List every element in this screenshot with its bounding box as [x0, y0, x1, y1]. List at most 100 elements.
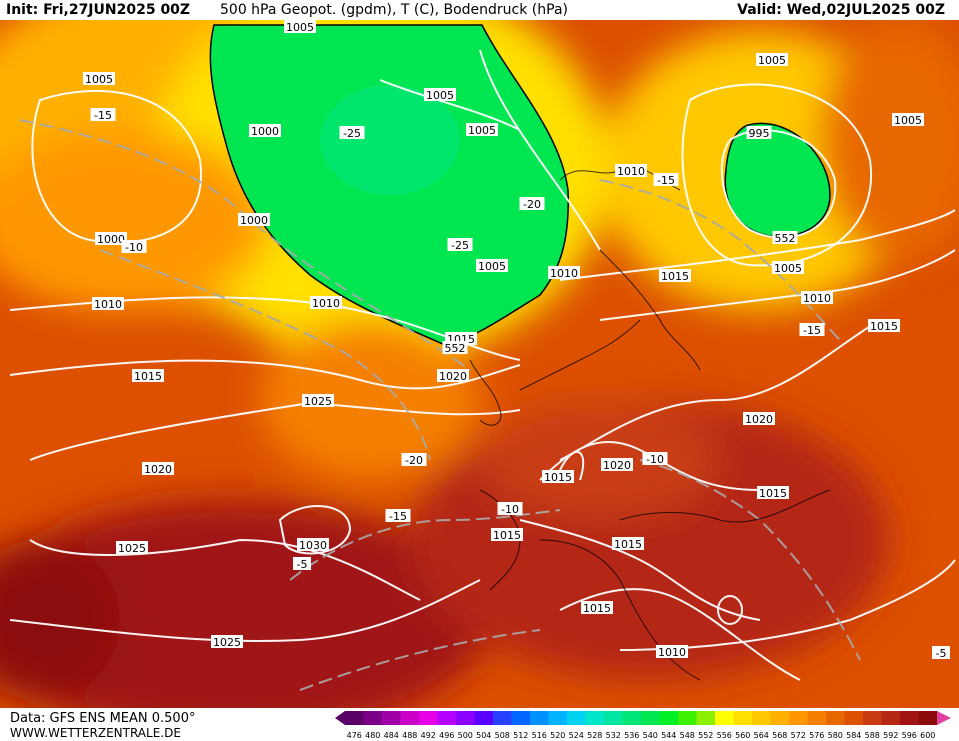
pressure-label: 1015 [542, 470, 574, 484]
temperature-label-text: -20 [405, 454, 423, 467]
colorbar-tick-label: 572 [791, 731, 806, 740]
temperature-label-text: -20 [523, 198, 541, 211]
geopotential-label-text: 552 [775, 232, 796, 245]
temperature-label: -5 [293, 557, 311, 571]
pressure-label: 1020 [601, 458, 633, 472]
colorbar-tick-label: 500 [458, 731, 473, 740]
temperature-label: -25 [447, 238, 473, 252]
colorbar-swatch [585, 711, 605, 725]
temperature-label: -20 [519, 197, 545, 211]
pressure-label-text: 1020 [745, 413, 773, 426]
temperature-label-text: -15 [389, 510, 407, 523]
pressure-label: 1005 [476, 259, 508, 273]
pressure-label-text: 1005 [85, 73, 113, 86]
temperature-label-text: -15 [657, 174, 675, 187]
colorbar-swatch [752, 711, 771, 725]
colorbar-tick-label: 568 [772, 731, 787, 740]
pressure-label-text: 1015 [614, 538, 642, 551]
colorbar-tick-label: 508 [495, 731, 510, 740]
pressure-label: 1005 [772, 261, 804, 275]
pressure-label: 1015 [757, 486, 789, 500]
colorbar: 476 480 484 488 492 496 500 504 508 512 516 520 524 5… [335, 711, 951, 740]
temperature-label: -10 [642, 452, 668, 466]
pressure-label-text: 1000 [251, 125, 279, 138]
pressure-label-text: 1005 [774, 262, 802, 275]
pressure-label: 1020 [142, 462, 174, 476]
colorbar-swatch [733, 711, 753, 725]
colorbar-swatch [548, 711, 568, 725]
pressure-label-text: 1000 [240, 214, 268, 227]
pressure-label: 1020 [743, 412, 775, 426]
colorbar-swatch [530, 711, 549, 725]
colorbar-tick-label: 540 [643, 731, 658, 740]
colorbar-tick-label: 560 [735, 731, 750, 740]
pressure-label: 1005 [424, 88, 456, 102]
colorbar-tick-label: 484 [384, 731, 399, 740]
temperature-label: -10 [497, 502, 523, 516]
colorbar-tick-label: 564 [754, 731, 769, 740]
pressure-label: 1000 [95, 232, 127, 246]
pressure-label: 1010 [548, 266, 580, 280]
temperature-isotherms [19, 119, 861, 691]
pressure-label: 1010 [92, 297, 124, 311]
pressure-label-text: 1020 [439, 370, 467, 383]
pressure-label: 1025 [211, 635, 243, 649]
colorbar-tick-label: 576 [809, 731, 824, 740]
colorbar-swatch [511, 711, 531, 725]
colorbar-tick-label: 504 [476, 731, 491, 740]
pressure-label-text: 1015 [661, 270, 689, 283]
pressure-label-text: 1005 [286, 21, 314, 34]
pressure-label-text: 1010 [312, 297, 340, 310]
pressure-label: 1005 [892, 113, 924, 127]
website-label: WWW.WETTERZENTRALE.DE [10, 726, 181, 740]
colorbar-swatch [678, 711, 697, 725]
pressure-label-text: 1015 [544, 471, 572, 484]
colorbar-tick-label: 552 [698, 731, 713, 740]
valid-time-label: Valid: Wed,02JUL2025 00Z [737, 2, 945, 18]
colorbar-swatch [770, 711, 790, 725]
pressure-label-text: 1015 [493, 529, 521, 542]
pressure-label: 1010 [615, 164, 647, 178]
pressure-label-text: 1015 [870, 320, 898, 333]
colorbar-tick-label: 548 [680, 731, 695, 740]
pressure-label-text: 1005 [894, 114, 922, 127]
pressure-label: 1000 [249, 124, 281, 138]
pressure-label: 1015 [132, 369, 164, 383]
colorbar-swatch [789, 711, 808, 725]
pressure-label-text: 1005 [478, 260, 506, 273]
pressure-label-text: 1015 [583, 602, 611, 615]
temperature-label-text: -5 [297, 558, 308, 571]
pressure-label-text: 1025 [213, 636, 241, 649]
colorbar-swatch [918, 711, 938, 725]
pressure-label: 1010 [310, 296, 342, 310]
colorbar-swatch [474, 711, 494, 725]
colorbar-swatch [419, 711, 438, 725]
colorbar-tick-label: 496 [439, 731, 454, 740]
colorbar-swatch [900, 711, 919, 725]
colorbar-tick-label: 524 [569, 731, 584, 740]
pressure-label-text: 1010 [658, 646, 686, 659]
temperature-label-text: -25 [343, 127, 361, 140]
colorbar-swatch [567, 711, 586, 725]
colorbar-swatch [641, 711, 660, 725]
pressure-label-text: 995 [749, 127, 770, 140]
pressure-label: 1005 [284, 20, 316, 34]
colorbar-low-arrow [335, 711, 345, 725]
colorbar-swatch [696, 711, 716, 725]
colorbar-swatch [345, 711, 364, 725]
chart-title: 500 hPa Geopot. (gpdm), T (C), Bodendruc… [220, 2, 568, 18]
pressure-label-text: 1005 [468, 124, 496, 137]
temperature-label-text: -15 [94, 109, 112, 122]
pressure-label-text: 1020 [144, 463, 172, 476]
colorbar-tick-label: 520 [550, 731, 565, 740]
temperature-label-text: -10 [125, 241, 143, 254]
temperature-label-text: -25 [451, 239, 469, 252]
colorbar-swatch [622, 711, 642, 725]
pressure-label-text: 1005 [426, 89, 454, 102]
colorbar-tick-label: 556 [717, 731, 732, 740]
pressure-label: 1010 [801, 291, 833, 305]
pressure-label-text: 1025 [118, 542, 146, 555]
pressure-label: 995 [746, 126, 772, 140]
colorbar-tick-label: 600 [920, 731, 935, 740]
colorbar-tick-label: 528 [587, 731, 602, 740]
